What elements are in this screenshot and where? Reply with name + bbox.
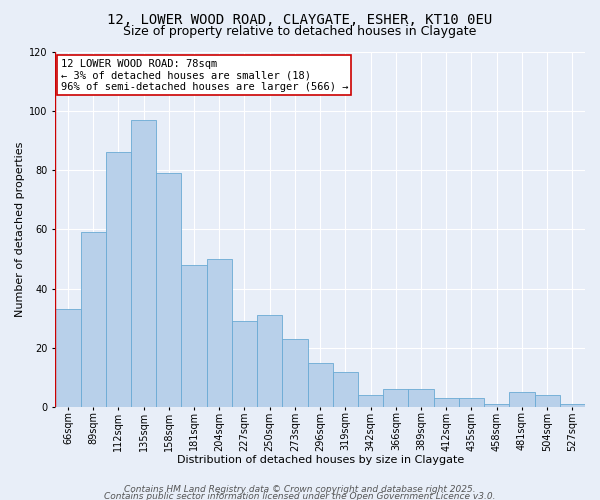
Bar xyxy=(80,232,106,407)
Bar xyxy=(358,396,383,407)
Bar xyxy=(308,362,333,407)
Bar xyxy=(409,390,434,407)
Text: Contains public sector information licensed under the Open Government Licence v3: Contains public sector information licen… xyxy=(104,492,496,500)
Bar xyxy=(232,321,257,407)
Text: Size of property relative to detached houses in Claygate: Size of property relative to detached ho… xyxy=(124,25,476,38)
Bar xyxy=(156,173,181,407)
X-axis label: Distribution of detached houses by size in Claygate: Distribution of detached houses by size … xyxy=(176,455,464,465)
Bar xyxy=(257,316,283,407)
Bar xyxy=(535,396,560,407)
Bar xyxy=(434,398,459,407)
Bar xyxy=(131,120,156,407)
Bar xyxy=(283,339,308,407)
Bar xyxy=(206,259,232,407)
Bar xyxy=(484,404,509,407)
Bar xyxy=(509,392,535,407)
Bar xyxy=(560,404,585,407)
Bar xyxy=(55,310,80,407)
Y-axis label: Number of detached properties: Number of detached properties xyxy=(15,142,25,317)
Bar xyxy=(106,152,131,407)
Bar xyxy=(383,390,409,407)
Bar xyxy=(181,265,206,407)
Text: 12 LOWER WOOD ROAD: 78sqm
← 3% of detached houses are smaller (18)
96% of semi-d: 12 LOWER WOOD ROAD: 78sqm ← 3% of detach… xyxy=(61,58,348,92)
Text: Contains HM Land Registry data © Crown copyright and database right 2025.: Contains HM Land Registry data © Crown c… xyxy=(124,486,476,494)
Bar xyxy=(459,398,484,407)
Text: 12, LOWER WOOD ROAD, CLAYGATE, ESHER, KT10 0EU: 12, LOWER WOOD ROAD, CLAYGATE, ESHER, KT… xyxy=(107,12,493,26)
Bar xyxy=(333,372,358,407)
